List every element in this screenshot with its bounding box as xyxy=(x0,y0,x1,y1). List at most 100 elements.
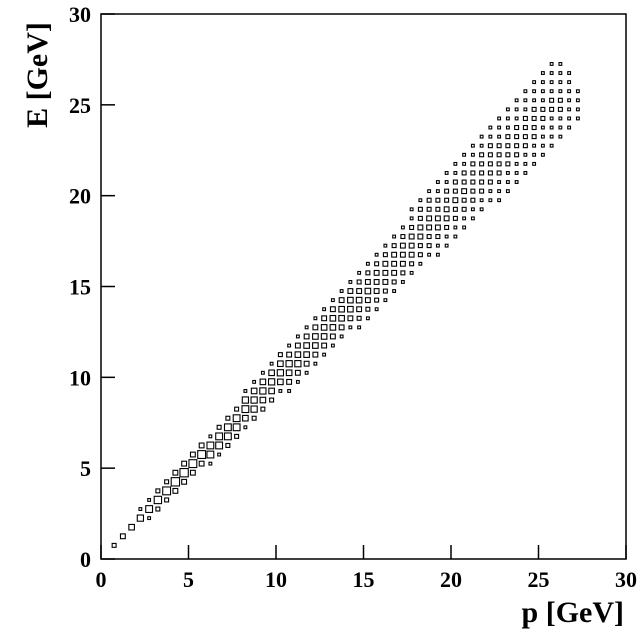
bin-box xyxy=(567,125,572,130)
bin-box xyxy=(453,161,458,166)
bin-box xyxy=(164,497,170,503)
bin-box xyxy=(243,425,248,430)
bin-box xyxy=(540,125,545,130)
x-tick-label: 30 xyxy=(615,567,637,592)
bin-box xyxy=(374,307,379,312)
y-axis-title: E [GeV] xyxy=(21,22,54,128)
bin-box xyxy=(409,207,414,212)
bin-box xyxy=(357,270,362,275)
bin-box xyxy=(198,442,205,449)
bin-box xyxy=(259,396,267,404)
bin-box xyxy=(111,542,117,548)
bin-box xyxy=(356,315,362,321)
bin-box xyxy=(170,477,181,487)
bin-box xyxy=(540,106,546,112)
bin-box xyxy=(409,270,414,275)
bin-box xyxy=(179,468,189,478)
bin-box xyxy=(338,324,345,331)
bin-box xyxy=(320,324,328,331)
bin-box xyxy=(136,514,145,522)
bin-box xyxy=(567,107,572,112)
bin-box xyxy=(558,71,563,75)
bin-box xyxy=(313,361,318,366)
bin-box xyxy=(382,279,389,285)
bin-box xyxy=(400,280,405,284)
bin-box xyxy=(417,206,423,212)
bin-box xyxy=(487,152,493,158)
bin-box xyxy=(461,170,467,176)
bin-box xyxy=(479,143,484,148)
bin-box xyxy=(558,116,563,121)
bin-box xyxy=(330,343,335,348)
bin-box xyxy=(453,234,458,239)
bin-box xyxy=(223,432,232,441)
bin-box xyxy=(522,143,528,149)
bin-box xyxy=(322,352,327,357)
bin-box xyxy=(488,198,493,203)
bin-box xyxy=(147,498,152,502)
bin-box xyxy=(434,224,441,231)
bin-box xyxy=(514,125,520,131)
bin-box xyxy=(549,97,555,103)
bin-box xyxy=(575,89,580,94)
bin-box xyxy=(549,134,554,139)
bin-box xyxy=(479,198,484,203)
y-tick-label: 20 xyxy=(69,184,91,209)
bin-box xyxy=(497,125,502,130)
bin-box xyxy=(392,289,397,293)
bin-box xyxy=(497,189,502,194)
bin-box xyxy=(268,369,275,377)
bin-box xyxy=(347,296,354,304)
bin-box xyxy=(443,215,450,222)
bin-box xyxy=(426,234,432,240)
bin-box xyxy=(558,134,563,139)
bin-box xyxy=(285,369,293,377)
bin-box xyxy=(321,342,328,349)
bin-box xyxy=(382,252,388,258)
bin-box xyxy=(452,197,459,204)
bin-box xyxy=(452,206,458,212)
bin-box xyxy=(461,179,467,185)
bin-box xyxy=(496,170,502,176)
bin-box xyxy=(215,441,224,450)
bin-box xyxy=(417,233,424,240)
bin-box xyxy=(479,179,485,185)
x-tick-label: 10 xyxy=(265,567,287,592)
bin-box xyxy=(277,378,284,386)
bin-box xyxy=(523,98,528,103)
bin-box xyxy=(162,486,172,496)
bin-box xyxy=(329,333,336,340)
bin-box xyxy=(329,306,336,313)
bin-box xyxy=(549,106,555,112)
bin-box xyxy=(164,479,170,485)
bin-box xyxy=(304,370,309,375)
bin-box xyxy=(435,197,441,203)
bin-box xyxy=(426,243,432,249)
bin-box xyxy=(357,325,362,330)
bin-box xyxy=(540,89,545,94)
bin-box xyxy=(348,280,353,284)
bin-box xyxy=(470,179,476,185)
bin-box xyxy=(540,71,545,75)
bin-box xyxy=(409,261,415,267)
x-tick-label: 15 xyxy=(353,567,375,592)
bin-box xyxy=(567,98,572,103)
bin-box xyxy=(488,134,493,139)
bin-box xyxy=(549,80,554,85)
bin-box xyxy=(252,379,257,384)
bin-box xyxy=(241,396,250,404)
bin-box xyxy=(426,206,432,212)
bin-box xyxy=(575,116,580,121)
bin-box xyxy=(329,324,337,331)
bin-box xyxy=(391,243,397,249)
bin-box xyxy=(514,171,519,175)
y-tick-label: 0 xyxy=(80,547,91,572)
bin-box xyxy=(260,406,266,412)
bin-box xyxy=(373,288,380,294)
bin-box xyxy=(426,224,433,231)
bin-box xyxy=(505,143,511,149)
bin-box xyxy=(540,98,545,103)
bin-box xyxy=(294,360,302,368)
bin-box xyxy=(391,269,398,276)
